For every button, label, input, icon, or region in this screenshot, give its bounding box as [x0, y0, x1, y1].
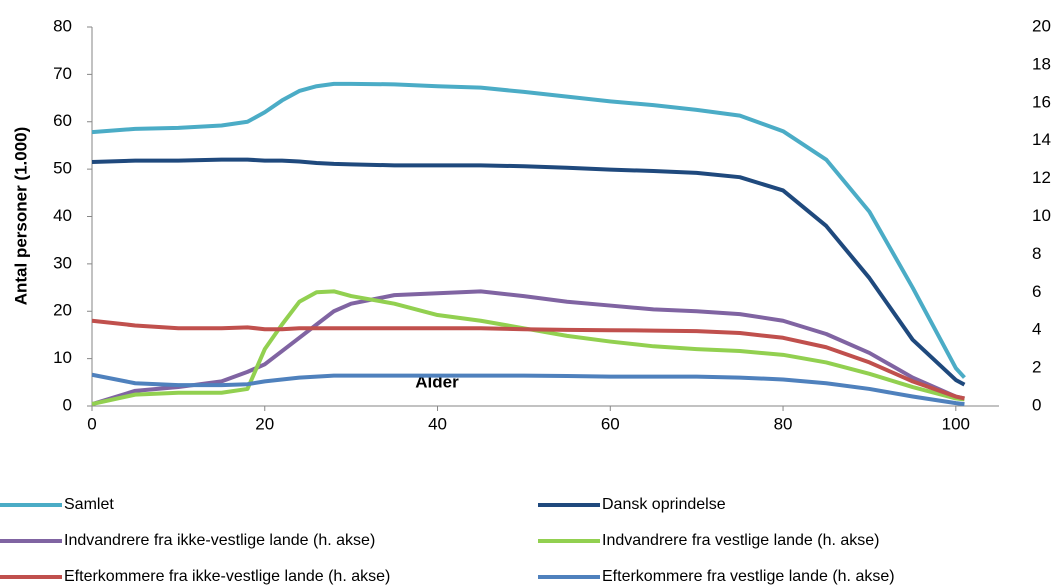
legend-label: Indvandrere fra ikke-vestlige lande (h. … — [64, 532, 375, 549]
y2-tick-label: 20 — [1032, 16, 1051, 35]
legend-label: Efterkommere fra vestlige lande (h. akse… — [602, 568, 895, 585]
series-line — [91, 318, 965, 401]
x-tick-label: 40 — [428, 414, 447, 433]
y2-tick-label: 0 — [1032, 395, 1041, 414]
y2-tick-label: 6 — [1032, 282, 1041, 301]
y-tick-label: 40 — [53, 206, 72, 225]
series-line — [91, 372, 965, 407]
y-tick-label: 30 — [53, 253, 72, 272]
x-tick-label: 100 — [942, 414, 970, 433]
y-tick-label: 60 — [53, 111, 72, 130]
y2-tick-label: 10 — [1032, 206, 1051, 225]
y2-tick-label: 12 — [1032, 168, 1051, 187]
y2-tick-label: 8 — [1032, 244, 1041, 263]
legend-label: Efterkommere fra ikke-vestlige lande (h.… — [64, 568, 390, 585]
legend-label: Samlet — [64, 496, 114, 513]
y2-tick-label: 2 — [1032, 358, 1041, 377]
y-tick-label: 70 — [53, 64, 72, 83]
y2-tick-label: 14 — [1032, 130, 1051, 149]
x-tick-label: 0 — [87, 414, 96, 433]
y2-tick-label: 18 — [1032, 54, 1051, 73]
y-axis-title: Antal personer (1.000) — [11, 127, 30, 306]
y2-tick-label: 16 — [1032, 92, 1051, 111]
y2-tick-label: 4 — [1032, 320, 1041, 339]
y-tick-label: 80 — [53, 16, 72, 35]
series-line — [91, 81, 966, 379]
x-tick-label: 60 — [601, 414, 620, 433]
x-tick-label: 20 — [255, 414, 274, 433]
series-line — [91, 157, 966, 387]
y-tick-label: 10 — [53, 348, 72, 367]
x-tick-label: 80 — [774, 414, 793, 433]
legend-label: Indvandrere fra vestlige lande (h. akse) — [602, 532, 879, 549]
y-tick-label: 20 — [53, 301, 72, 320]
legend-label: Dansk oprindelse — [602, 496, 726, 513]
y-tick-label: 0 — [63, 395, 72, 414]
series-line — [91, 289, 965, 407]
y-tick-label: 50 — [53, 159, 72, 178]
